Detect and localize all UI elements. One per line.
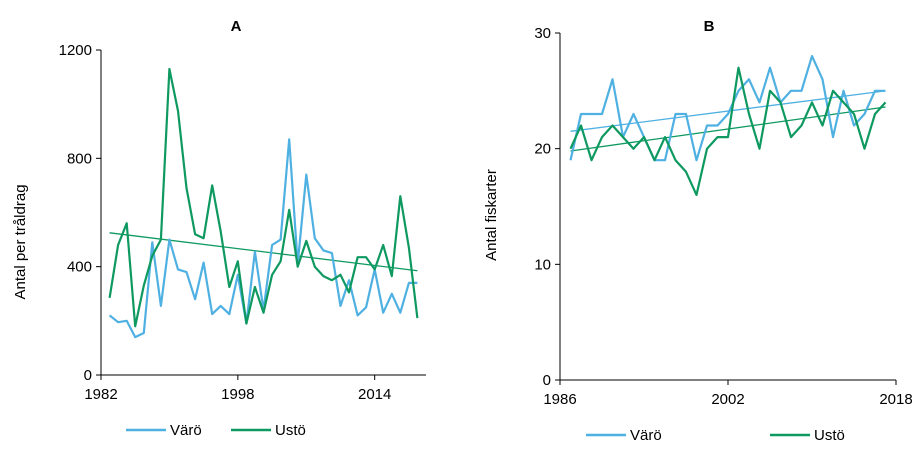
panel-a-x-tick-label: 2014 (358, 386, 391, 403)
panel-b-legend: Värö Ustö (586, 427, 845, 444)
panel-b-legend-label: Värö (630, 427, 662, 444)
panel-a-title: A (231, 18, 242, 35)
panel-a-y-axis-title: Antal per tråldrag (12, 184, 29, 299)
panel-a-series-line-usto (108, 67, 419, 328)
panel-b-x-tick-label: 2018 (879, 391, 912, 408)
panel-b-marks: 0 10 20 30 1986 2002 2018 (534, 25, 912, 408)
panel-b-trend-line (570, 90, 886, 132)
chart-panel-b: B Antal fiskarter 0 10 20 30 1986 2002 2018 Vä… (483, 18, 913, 444)
panel-a-legend-label: Värö (170, 422, 202, 439)
panel-a-x-tick-label: 1982 (84, 386, 117, 403)
panel-b-y-tick-label: 30 (534, 25, 551, 42)
panel-a-marks: 0 400 800 1200 1982 1998 2014 (59, 42, 426, 403)
chart-panel-a: A Antal per tråldrag 0 400 800 1200 1982 1998… (12, 18, 426, 439)
panel-b-y-axis-title: Antal fiskarter (483, 169, 500, 261)
panel-a-y-tick-label: 800 (67, 150, 92, 167)
panel-a-y-tick-label: 1200 (59, 42, 92, 59)
panel-b-x-tick-label: 2002 (711, 391, 744, 408)
panel-a-legend-label: Ustö (275, 422, 306, 439)
panel-a-x-tick-label: 1998 (221, 386, 254, 403)
panel-b-y-tick-label: 10 (534, 256, 551, 273)
panel-b-series-line-usto (569, 66, 887, 196)
panel-b-trend-line (570, 106, 886, 152)
panel-b-y-tick-label: 20 (534, 141, 551, 158)
panel-a-y-tick-label: 0 (84, 367, 92, 384)
panel-b-x-tick-label: 1986 (543, 391, 576, 408)
panel-a-y-tick-label: 400 (67, 259, 92, 276)
panel-b-y-tick-label: 0 (543, 372, 551, 389)
panel-b-legend-label: Ustö (814, 427, 845, 444)
panel-a-legend: Värö Ustö (126, 422, 306, 439)
panel-b-title: B (704, 18, 715, 35)
